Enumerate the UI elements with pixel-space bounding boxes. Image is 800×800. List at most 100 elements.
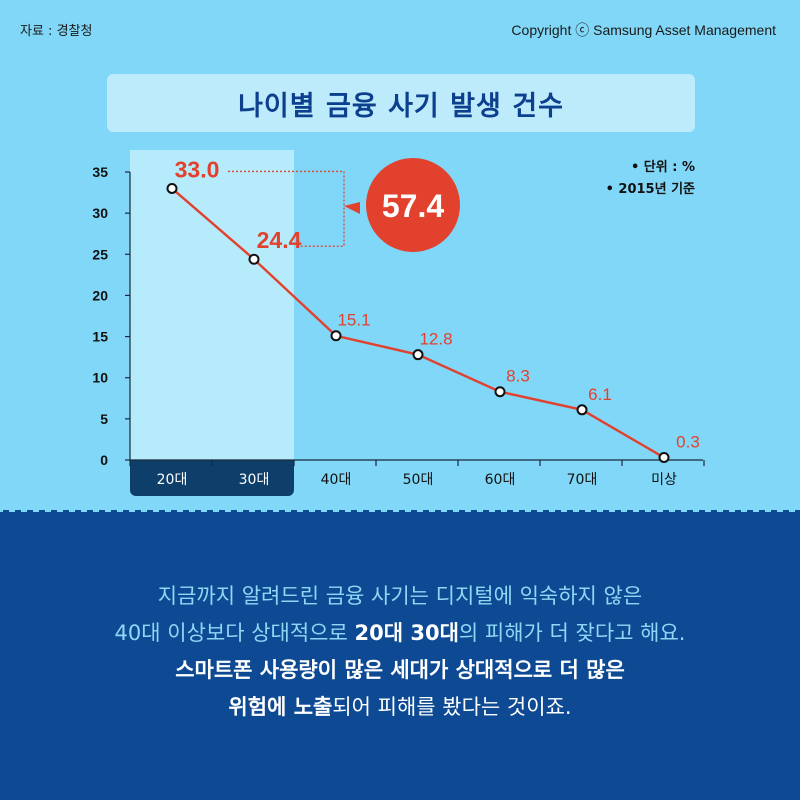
- y-tick-label: 20: [92, 287, 108, 303]
- callout-value: 57.4: [382, 188, 444, 224]
- chart-note: • 단위 : %: [631, 159, 695, 175]
- scallop-tooth: [555, 510, 561, 516]
- x-tick-label: 70대: [567, 472, 598, 488]
- data-point: [330, 330, 342, 342]
- scallop-tooth: [423, 510, 429, 516]
- data-point: [412, 349, 424, 361]
- data-label: 33.0: [175, 156, 220, 182]
- scallop-tooth: [267, 510, 273, 516]
- data-label: 0.3: [676, 433, 700, 452]
- caption-emphasis-exposure: 위험에 노출: [228, 695, 333, 719]
- scallop-tooth: [111, 510, 117, 516]
- scallop-tooth: [447, 510, 453, 516]
- y-tick-label: 10: [92, 370, 108, 386]
- scallop-tooth: [495, 510, 501, 516]
- scallop-tooth: [147, 510, 153, 516]
- scallop-tooth: [135, 510, 141, 516]
- x-tick-label: 50대: [403, 472, 434, 488]
- scallop-tooth: [327, 510, 333, 516]
- data-point: [658, 452, 670, 464]
- caption-line-2c: 의 피해가 더 잦다고 해요.: [458, 621, 686, 645]
- data-label: 12.8: [419, 330, 452, 349]
- scallop-tooth: [711, 510, 717, 516]
- data-label: 15.1: [337, 311, 370, 330]
- caption-line-2a: 40대 이상보다 상대적으로: [114, 621, 355, 645]
- scallop-tooth: [375, 510, 381, 516]
- scallop-tooth: [75, 510, 81, 516]
- scallop-tooth: [591, 510, 597, 516]
- scallop-tooth: [567, 510, 573, 516]
- scallop-tooth: [675, 510, 681, 516]
- scallop-tooth: [735, 510, 741, 516]
- y-tick-label: 0: [100, 452, 108, 468]
- scallop-tooth: [243, 510, 249, 516]
- caption-line-2: 40대 이상보다 상대적으로 20대 30대의 피해가 더 잦다고 해요.: [0, 615, 800, 652]
- data-label: 6.1: [588, 385, 612, 404]
- data-point: [166, 182, 178, 194]
- caption-text: 지금까지 알려드린 금융 사기는 디지털에 익숙하지 않은 40대 이상보다 상…: [0, 578, 800, 726]
- scallop-tooth: [51, 510, 57, 516]
- data-point: [494, 386, 506, 398]
- y-tick-label: 15: [92, 329, 108, 345]
- x-tick-label: 20대: [157, 472, 188, 488]
- scallop-tooth: [471, 510, 477, 516]
- chart-title: 나이별 금융 사기 발생 건수: [107, 74, 695, 132]
- scallop-tooth: [351, 510, 357, 516]
- scallop-tooth: [171, 510, 177, 516]
- scallop-tooth: [459, 510, 465, 516]
- caption-line-4b: 되어 피해를 봤다는 것이죠.: [332, 695, 572, 719]
- scallop-tooth: [603, 510, 609, 516]
- scallop-tooth: [627, 510, 633, 516]
- y-tick-label: 30: [92, 205, 108, 221]
- scallop-tooth: [795, 510, 800, 516]
- caption-line-3-text: 스마트폰 사용량이 많은 세대가 상대적으로 더 많은: [175, 658, 625, 682]
- scallop-edge: [3, 510, 800, 516]
- scallop-tooth: [771, 510, 777, 516]
- caption-line-1: 지금까지 알려드린 금융 사기는 디지털에 익숙하지 않은: [157, 584, 643, 608]
- scallop-tooth: [639, 510, 645, 516]
- scallop-tooth: [531, 510, 537, 516]
- scallop-tooth: [291, 510, 297, 516]
- caption-line-3: 스마트폰 사용량이 많은 세대가 상대적으로 더 많은: [0, 652, 800, 689]
- caption-line-4: 위험에 노출되어 피해를 봤다는 것이죠.: [0, 689, 800, 726]
- scallop-tooth: [27, 510, 33, 516]
- scallop-tooth: [435, 510, 441, 516]
- data-point: [248, 253, 260, 265]
- scallop-tooth: [99, 510, 105, 516]
- scallop-tooth: [399, 510, 405, 516]
- scallop-tooth: [483, 510, 489, 516]
- y-tick-label: 35: [92, 164, 108, 180]
- scallop-tooth: [687, 510, 693, 516]
- scallop-tooth: [279, 510, 285, 516]
- scallop-tooth: [783, 510, 789, 516]
- scallop-tooth: [63, 510, 69, 516]
- line-chart: 0 5 10 15 20 25 30 35 20대 30대 40대 50대 60대 70대 미상 57.4 33…: [92, 150, 705, 496]
- scallop-tooth: [207, 510, 213, 516]
- scallop-tooth: [411, 510, 417, 516]
- callout-circle: [366, 158, 460, 252]
- caption-panel: [0, 512, 800, 800]
- source-text: 자료 : 경찰청: [20, 24, 93, 39]
- x-tick-label: 30대: [239, 472, 270, 488]
- scallop-tooth: [615, 510, 621, 516]
- highlight-band: [130, 150, 294, 460]
- scallop-tooth: [579, 510, 585, 516]
- scallop-tooth: [303, 510, 309, 516]
- y-tick-label: 5: [100, 411, 108, 427]
- scallop-tooth: [183, 510, 189, 516]
- scallop-tooth: [219, 510, 225, 516]
- scallop-tooth: [387, 510, 393, 516]
- bracket-dotted: [228, 170, 345, 247]
- scallop-tooth: [195, 510, 201, 516]
- scallop-tooth: [123, 510, 129, 516]
- scallop-tooth: [723, 510, 729, 516]
- scallop-tooth: [519, 510, 525, 516]
- scallop-tooth: [507, 510, 513, 516]
- x-tick-label: 미상: [651, 472, 677, 488]
- scallop-tooth: [87, 510, 93, 516]
- scallop-tooth: [159, 510, 165, 516]
- scallop-tooth: [747, 510, 753, 516]
- scallop-tooth: [759, 510, 765, 516]
- scallop-tooth: [315, 510, 321, 516]
